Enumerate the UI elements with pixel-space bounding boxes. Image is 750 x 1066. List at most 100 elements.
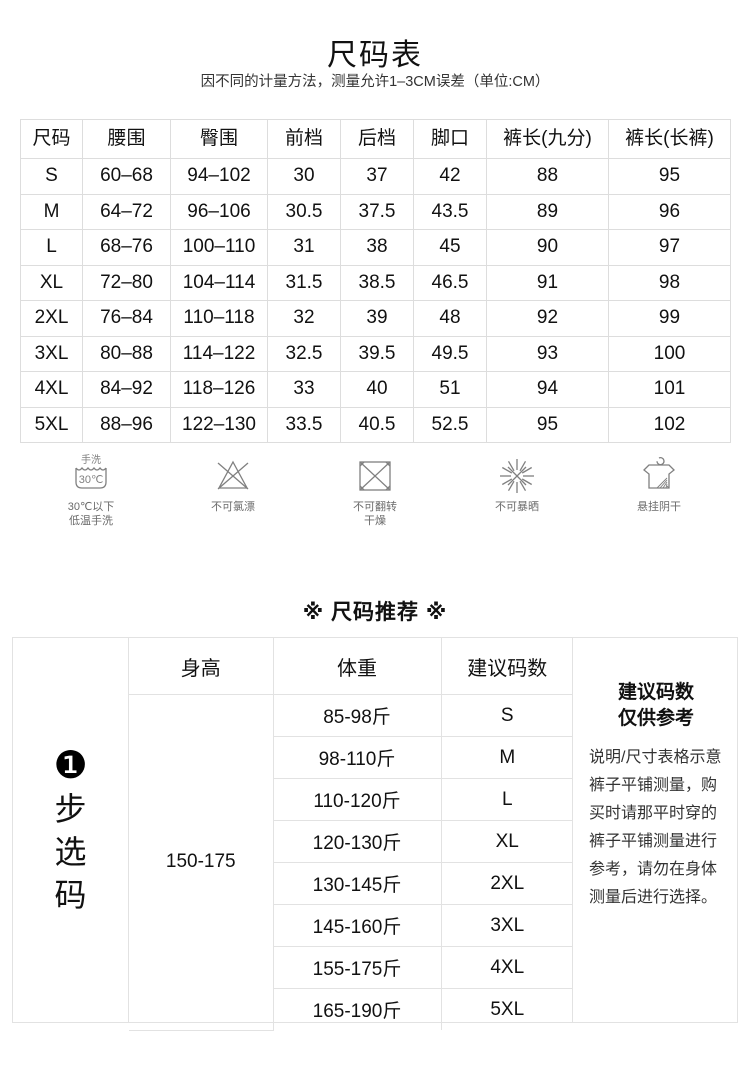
svg-text:30℃: 30℃: [79, 474, 104, 486]
size-chart-header-row: 尺码 腰围 臀围 前档 后档 脚口 裤长(九分) 裤长(长裤): [20, 119, 731, 159]
size-cell: 60–68: [82, 158, 171, 195]
table-row: 3XL 80–88 114–122 32.5 39.5 49.5 93 100: [20, 335, 731, 372]
care-instruction-item: 不可暴晒: [452, 452, 582, 514]
size-cell: 95: [608, 158, 731, 195]
list-item: 165-190斤 5XL: [129, 988, 573, 1030]
weight-range-cell: 120-130斤: [273, 820, 442, 863]
list-item: 145-160斤 3XL: [129, 904, 573, 947]
size-cell: 92: [486, 300, 609, 337]
weight-range-cell: 110-120斤: [273, 778, 442, 821]
weight-range-cell: 130-145斤: [273, 862, 442, 905]
care-instruction-item: 不可氯漂: [168, 452, 298, 514]
care-instructions-row: 手洗 30℃ 30℃以下 低温手洗 不可氯漂 不可翻转 干燥 不可暴晒 悬挂阴干: [20, 452, 730, 542]
list-item: 98-110斤 M: [129, 736, 573, 779]
size-cell: 49.5: [413, 335, 487, 372]
size-cell: 32.5: [267, 335, 341, 372]
size-cell: 38: [340, 229, 414, 266]
size-col-header: 腰围: [82, 119, 171, 159]
size-cell: 76–84: [82, 300, 171, 337]
note-title: 建议码数 仅供参考: [617, 682, 694, 729]
size-col-header: 前档: [267, 119, 341, 159]
size-cell: 122–130: [170, 406, 268, 443]
size-cell: 46.5: [413, 264, 487, 301]
size-cell: 90: [486, 229, 609, 266]
list-item: 120-130斤 XL: [129, 820, 573, 863]
size-cell: 72–80: [82, 264, 171, 301]
height-range-cell: 150-175: [129, 694, 274, 1031]
suggested-size-cell: L: [440, 778, 573, 821]
size-cell: 31: [267, 229, 341, 266]
care-instruction-label: 悬挂阴干: [637, 501, 681, 513]
size-cell: 88–96: [82, 406, 171, 443]
size-cell: 84–92: [82, 371, 171, 408]
size-col-header: 裤长(九分): [486, 119, 609, 159]
svg-text:手洗: 手洗: [81, 453, 101, 466]
size-cell: 98: [608, 264, 731, 301]
size-recommendation-heading: ※ 尺码推荐 ※: [302, 601, 448, 624]
care-instruction-item: 手洗 30℃ 30℃以下 低温手洗: [26, 452, 156, 528]
size-cell: 39: [340, 300, 414, 337]
size-cell: M: [20, 193, 83, 230]
size-cell: 37: [340, 158, 414, 195]
size-cell: 104–114: [170, 264, 268, 301]
table-row: XL 72–80 104–114 31.5 38.5 46.5 91 98: [20, 264, 731, 301]
suggested-size-cell: S: [440, 694, 573, 737]
size-cell: 39.5: [340, 335, 414, 372]
size-cell: 43.5: [413, 193, 487, 230]
note-body: 说明/尺寸表格示意裤子平铺测量，购买时请那平时穿的裤子平铺测量进行参考，请勿在身…: [589, 749, 722, 906]
size-cell: 51: [413, 371, 487, 408]
size-cell: 30.5: [267, 193, 341, 230]
suggested-size-cell: 2XL: [440, 862, 573, 905]
size-col-header: 裤长(长裤): [608, 119, 731, 159]
list-item: 155-175斤 4XL: [129, 946, 573, 989]
size-cell: 40: [340, 371, 414, 408]
size-cell: 118–126: [170, 371, 268, 408]
size-cell: 99: [608, 300, 731, 337]
list-item: 150-175 85-98斤 S: [129, 694, 573, 1031]
size-cell: 94: [486, 371, 609, 408]
size-cell: 52.5: [413, 406, 487, 443]
size-col-header: 臀围: [170, 119, 268, 159]
care-instruction-label: 30℃以下 低温手洗: [67, 501, 115, 527]
no-tumble-dry-icon: [354, 452, 396, 494]
size-cell: 97: [608, 229, 731, 266]
size-cell: 33.5: [267, 406, 341, 443]
size-cell: 40.5: [340, 406, 414, 443]
size-cell: 93: [486, 335, 609, 372]
care-instruction-label: 不可暴晒: [495, 501, 539, 513]
hang-dry-in-shade-icon: [636, 452, 682, 494]
size-cell: 30: [267, 158, 341, 195]
list-item: 130-145斤 2XL: [129, 862, 573, 905]
size-cell: 114–122: [170, 335, 268, 372]
size-cell: 38.5: [340, 264, 414, 301]
size-col-header: 后档: [340, 119, 414, 159]
size-cell: 89: [486, 193, 609, 230]
size-cell: 4XL: [20, 371, 83, 408]
size-cell: 2XL: [20, 300, 83, 337]
suggested-size-cell: XL: [440, 820, 573, 863]
weight-range-cell: 85-98斤: [272, 694, 442, 737]
suggested-size-cell: 3XL: [440, 904, 573, 947]
size-cell: 101: [608, 371, 731, 408]
size-cell: 88: [486, 158, 609, 195]
size-cell: 48: [413, 300, 487, 337]
recommendation-col-header: 身高: [129, 638, 274, 695]
weight-range-cell: 165-190斤: [273, 988, 442, 1030]
size-cell: 3XL: [20, 335, 83, 372]
size-cell: 80–88: [82, 335, 171, 372]
table-row: M 64–72 96–106 30.5 37.5 43.5 89 96: [20, 193, 731, 230]
size-cell: 64–72: [82, 193, 171, 230]
size-cell: 45: [413, 229, 487, 266]
page-title: 尺码表: [327, 39, 423, 72]
table-row: 5XL 88–96 122–130 33.5 40.5 52.5 95 102: [20, 406, 731, 443]
size-col-header: 尺码: [20, 119, 83, 159]
size-cell: 96–106: [170, 193, 268, 230]
size-cell: 32: [267, 300, 341, 337]
size-cell: 68–76: [82, 229, 171, 266]
no-chlorine-bleach-icon: [211, 452, 255, 494]
size-cell: 96: [608, 193, 731, 230]
table-row: S 60–68 94–102 30 37 42 88 95: [20, 158, 731, 195]
weight-range-cell: 155-175斤: [273, 946, 442, 989]
size-cell: 100: [608, 335, 731, 372]
